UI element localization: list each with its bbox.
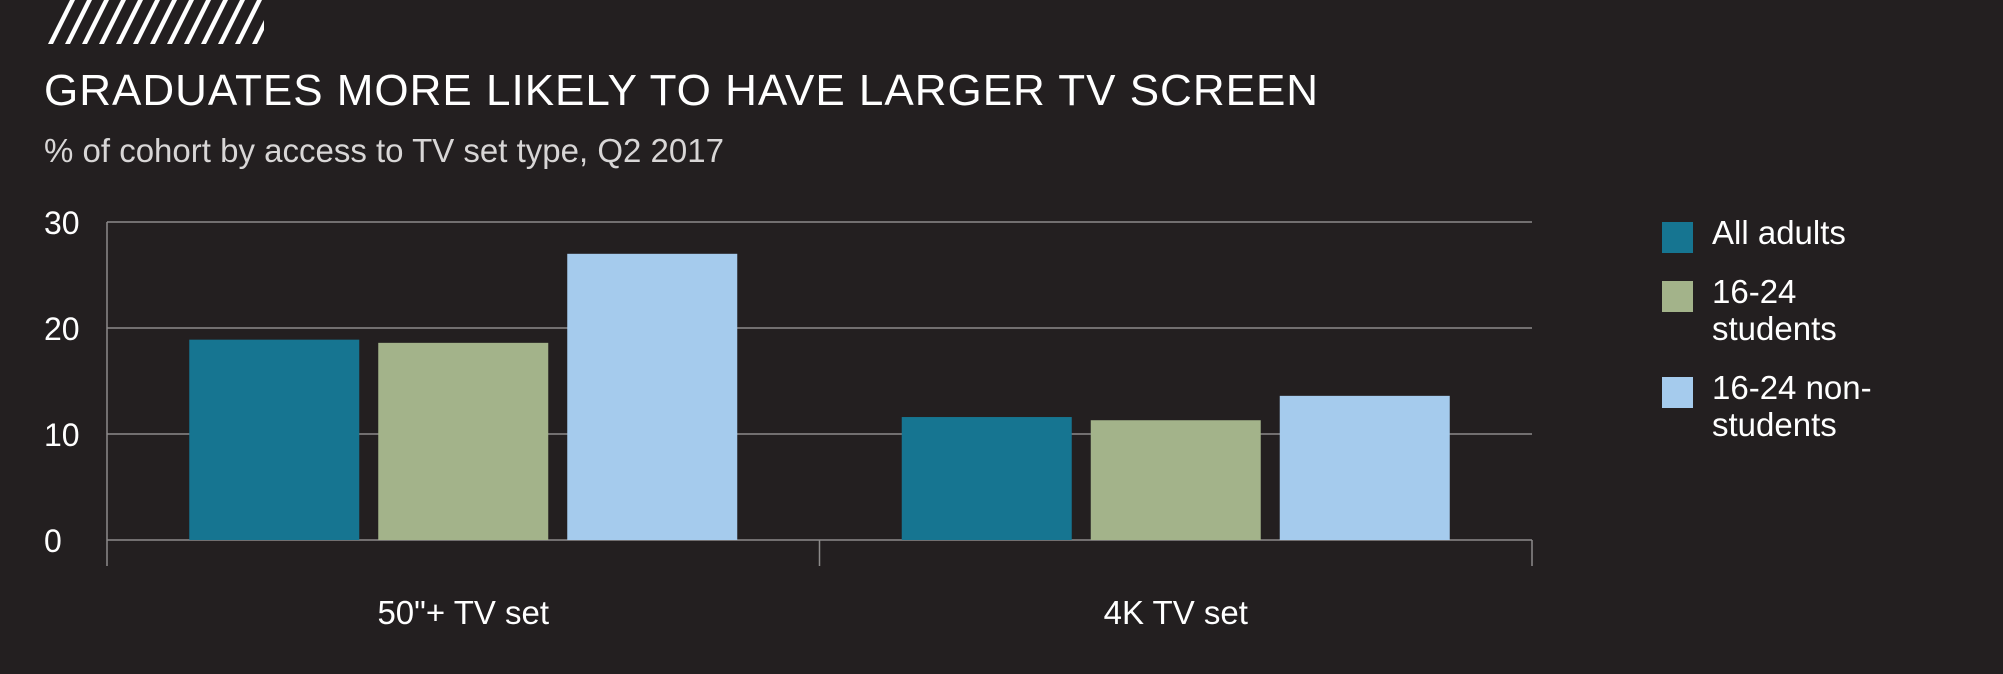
legend-swatch-non-students: [1662, 377, 1693, 408]
logo-stripe: [150, 0, 177, 44]
y-tick-label: 0: [44, 523, 62, 559]
y-tick-label: 30: [44, 205, 80, 241]
bar[interactable]: [1090, 420, 1261, 540]
logo-stripe: [48, 0, 75, 44]
logo-stripe: [235, 0, 262, 44]
bar[interactable]: [901, 417, 1072, 540]
diagonal-stripes-logo-icon: [48, 0, 264, 44]
chart-subtitle: % of cohort by access to TV set type, Q2…: [44, 132, 724, 169]
legend-label-all-adults: All adults: [1712, 214, 1846, 251]
logo-stripe: [201, 0, 228, 44]
bar[interactable]: [1279, 395, 1450, 540]
chart-title: GRADUATES MORE LIKELY TO HAVE LARGER TV …: [44, 66, 1320, 115]
logo-stripe: [218, 0, 245, 44]
legend: All adults 16-24 students 16-24 non- stu…: [1662, 214, 1982, 465]
x-category-label: 50"+ TV set: [377, 594, 549, 631]
logo-stripe: [116, 0, 143, 44]
legend-label-students-line2: students: [1712, 310, 1837, 347]
legend-label-non-students-line1: 16-24 non-: [1712, 369, 1872, 406]
legend-item-non-students[interactable]: 16-24 non- students: [1662, 369, 1982, 443]
legend-swatch-all-adults: [1662, 222, 1693, 253]
legend-swatch-students: [1662, 281, 1693, 312]
bar[interactable]: [567, 253, 738, 541]
bars: [189, 253, 1450, 541]
logo-stripe: [65, 0, 92, 44]
logo-stripe: [133, 0, 160, 44]
logo-stripe: [167, 0, 194, 44]
legend-label-students-line1: 16-24: [1712, 273, 1797, 310]
y-tick-label: 10: [44, 417, 80, 453]
axes: 0 10 20 30 50"+ TV set 4K TV set: [44, 205, 1533, 631]
x-category-label: 4K TV set: [1104, 594, 1248, 631]
legend-item-all-adults[interactable]: All adults: [1662, 214, 1982, 253]
logo-stripe: [99, 0, 126, 44]
legend-item-students[interactable]: 16-24 students: [1662, 273, 1982, 347]
logo-stripe: [82, 0, 109, 44]
bar[interactable]: [378, 342, 549, 540]
logo-stripe: [252, 20, 264, 44]
bar[interactable]: [189, 339, 360, 540]
logo-stripe: [184, 0, 211, 44]
legend-label-non-students-line2: students: [1712, 406, 1837, 443]
y-tick-label: 20: [44, 311, 80, 347]
